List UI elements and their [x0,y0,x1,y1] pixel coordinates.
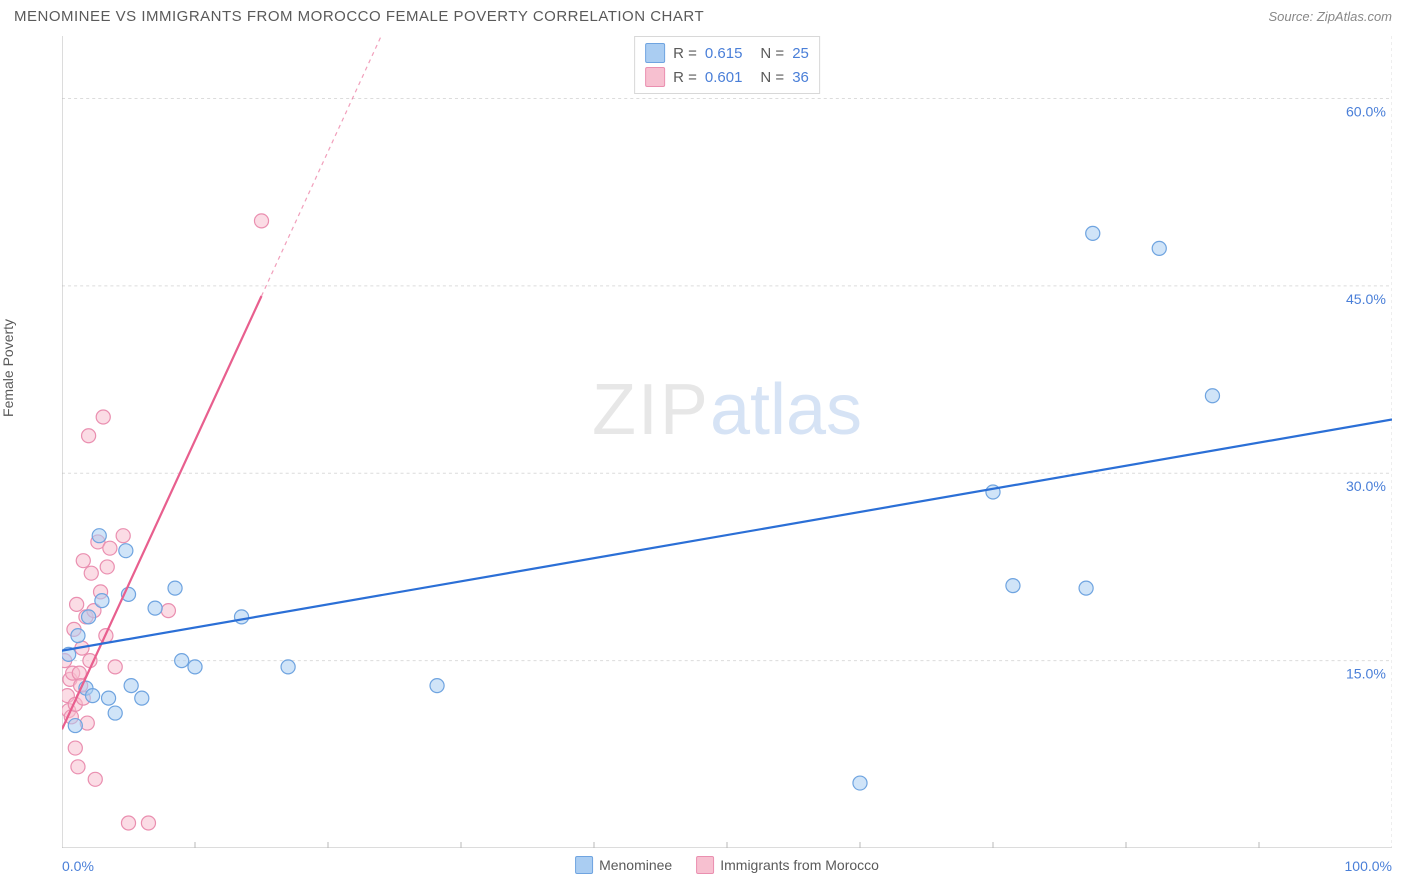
x-axis-min: 0.0% [62,858,94,874]
svg-text:30.0%: 30.0% [1346,478,1386,494]
n-label: N = [760,45,784,62]
legend-label-blue: Menominee [599,857,672,873]
x-axis-row: 0.0% Menominee Immigrants from Morocco 1… [62,850,1392,880]
legend-row-blue: R = 0.615 N = 25 [645,41,809,65]
series-legend: Menominee Immigrants from Morocco [575,856,879,874]
svg-text:60.0%: 60.0% [1346,104,1386,120]
r-label: R = [673,69,697,86]
plot-region: 15.0%30.0%45.0%60.0% ZIPatlas R = 0.615 … [62,36,1392,848]
legend-item-blue: Menominee [575,856,672,874]
legend-row-pink: R = 0.601 N = 36 [645,65,809,89]
r-value-pink: 0.601 [705,69,743,86]
legend-label-pink: Immigrants from Morocco [720,857,879,873]
r-value-blue: 0.615 [705,45,743,62]
svg-text:15.0%: 15.0% [1346,666,1386,682]
legend-swatch-blue [645,43,665,63]
svg-text:45.0%: 45.0% [1346,291,1386,307]
legend-item-pink: Immigrants from Morocco [696,856,879,874]
x-axis-max: 100.0% [1345,858,1392,874]
correlation-legend: R = 0.615 N = 25 R = 0.601 N = 36 [634,36,820,94]
chart-area: Female Poverty 15.0%30.0%45.0%60.0% ZIPa… [14,36,1392,880]
r-label: R = [673,45,697,62]
n-label: N = [760,69,784,86]
scatter-svg: 15.0% 30.0% 45.0% 60.0% [62,36,1392,848]
n-value-blue: 25 [792,45,809,62]
legend-swatch-blue [575,856,593,874]
legend-swatch-pink [645,67,665,87]
legend-swatch-pink [696,856,714,874]
chart-title: MENOMINEE VS IMMIGRANTS FROM MOROCCO FEM… [14,8,704,25]
y-axis-label: Female Poverty [0,319,16,417]
n-value-pink: 36 [792,69,809,86]
source-label: Source: ZipAtlas.com [1268,9,1392,24]
